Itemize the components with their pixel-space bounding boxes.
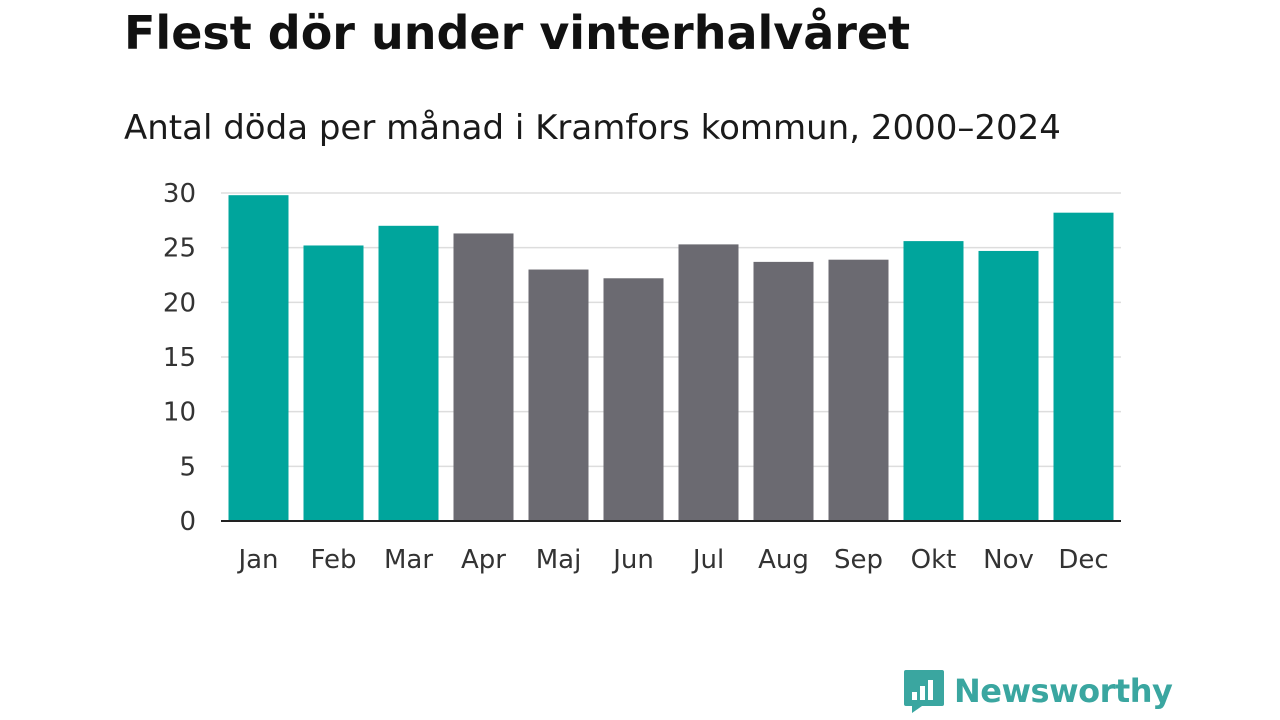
bar-apr xyxy=(453,233,514,521)
y-tick-label: 30 xyxy=(163,179,196,209)
newsworthy-bar-chart-icon xyxy=(904,670,944,713)
x-tick-label: Jun xyxy=(611,545,654,575)
bar-chart: 0 5 10 15 20 25 30 Jan Feb Mar Apr Maj Jun Jul Aug Sep… xyxy=(163,179,1121,575)
bar-maj xyxy=(528,269,589,521)
x-tick-label: Jul xyxy=(691,545,724,575)
bar-sep xyxy=(828,259,889,521)
bar-mar xyxy=(378,225,439,522)
bars xyxy=(228,195,1114,522)
y-tick-label: 20 xyxy=(163,288,196,318)
x-tick-label: Mar xyxy=(384,545,433,575)
x-tick-label: Apr xyxy=(461,545,506,575)
x-tick-label: Jan xyxy=(236,545,278,575)
chart-subtitle: Antal döda per månad i Kramfors kommun, … xyxy=(124,108,1061,148)
bar-feb xyxy=(303,245,364,522)
x-axis-ticks: Jan Feb Mar Apr Maj Jun Jul Aug Sep Okt Nov Dec xyxy=(236,545,1108,575)
y-tick-label: 0 xyxy=(179,507,196,537)
bar-dec xyxy=(1053,212,1114,521)
bar-jul xyxy=(678,244,739,522)
newsworthy-logo: Newsworthy xyxy=(902,668,1173,714)
bar-okt xyxy=(903,241,964,521)
y-tick-label: 25 xyxy=(163,234,196,264)
bar-jun xyxy=(603,278,664,521)
x-tick-label: Aug xyxy=(758,545,809,575)
x-tick-label: Feb xyxy=(310,545,356,575)
y-tick-label: 5 xyxy=(179,452,196,482)
x-tick-label: Okt xyxy=(911,545,957,575)
x-tick-label: Maj xyxy=(536,545,582,575)
bar-nov xyxy=(978,250,1039,522)
bar-jan xyxy=(228,195,289,522)
x-tick-label: Sep xyxy=(834,545,883,575)
y-tick-label: 10 xyxy=(163,398,196,428)
y-axis-ticks: 0 5 10 15 20 25 30 xyxy=(163,179,196,537)
x-tick-label: Nov xyxy=(983,545,1034,575)
y-tick-label: 15 xyxy=(163,343,196,373)
x-tick-label: Dec xyxy=(1058,545,1108,575)
bar-aug xyxy=(753,261,814,521)
logo-text: Newsworthy xyxy=(954,672,1173,710)
chart-title: Flest dör under vinterhalvåret xyxy=(124,6,911,60)
grid-lines xyxy=(221,192,1121,468)
